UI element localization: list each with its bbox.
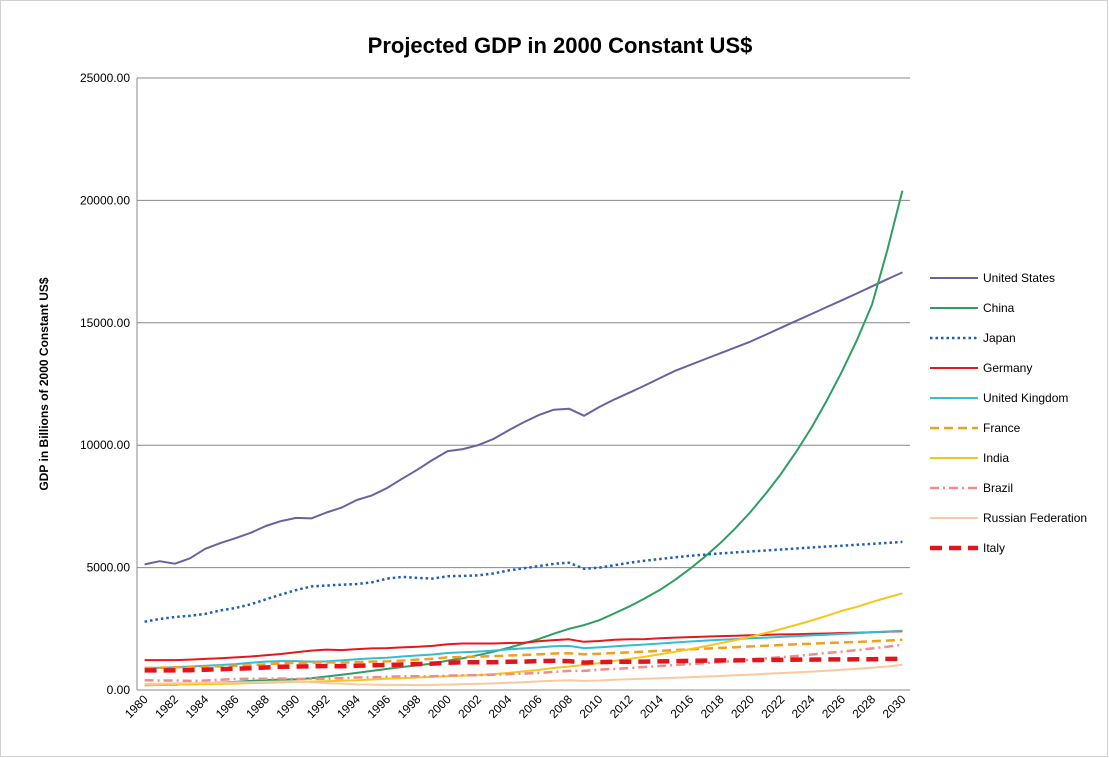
series-line (144, 540, 903, 623)
series-line (144, 656, 903, 673)
y-tick-label: 0.00 (107, 683, 131, 697)
legend-label: United States (983, 271, 1055, 285)
series-line (144, 630, 903, 662)
legend-label: Germany (983, 361, 1032, 375)
series-line (144, 663, 903, 687)
legend-label: Brazil (983, 481, 1013, 495)
legend-label: Japan (983, 331, 1016, 345)
y-tick-label: 15000.00 (80, 316, 130, 330)
legend-label: Italy (983, 541, 1005, 555)
y-tick-label: 20000.00 (80, 193, 130, 207)
y-tick-label: 5000.00 (87, 561, 131, 575)
legend-label: India (983, 451, 1009, 465)
series-line (144, 271, 903, 566)
y-axis-label: GDP in Billions of 2000 Constant US$ (37, 277, 51, 490)
legend-label: United Kingdom (983, 391, 1068, 405)
legend-label: China (983, 301, 1015, 315)
legend-label: France (983, 421, 1021, 435)
y-tick-label: 10000.00 (80, 438, 130, 452)
series-line (144, 629, 903, 669)
y-tick-label: 25000.00 (80, 71, 130, 85)
chart-title: Projected GDP in 2000 Constant US$ (368, 33, 753, 58)
series-line (144, 643, 903, 683)
series-line (144, 638, 903, 670)
legend-label: Russian Federation (983, 511, 1087, 525)
